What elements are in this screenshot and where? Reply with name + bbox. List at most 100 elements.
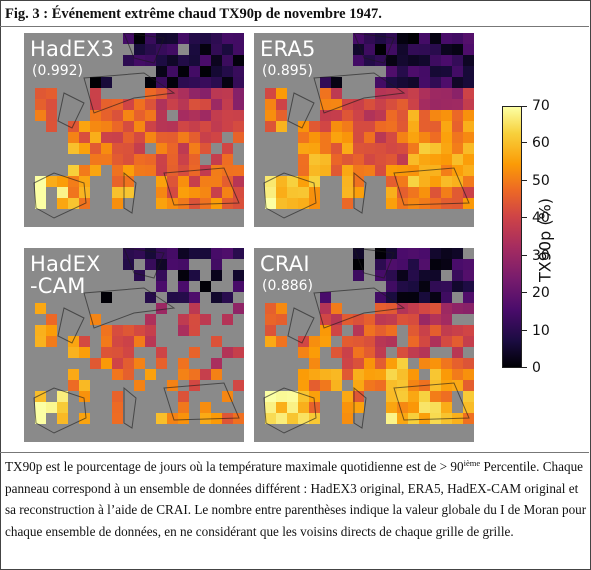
grid-cell <box>342 110 353 121</box>
grid-cell <box>57 402 68 413</box>
grid-cell <box>167 77 178 88</box>
grid-cell <box>287 402 298 413</box>
grid-cell <box>200 44 211 55</box>
grid-cell <box>211 121 222 132</box>
grid-cell <box>145 369 156 380</box>
grid-cell <box>156 347 167 358</box>
grid-cell <box>320 154 331 165</box>
grid-cell <box>189 198 200 209</box>
title-divider <box>0 26 589 27</box>
grid-cell <box>222 292 233 303</box>
grid-cell <box>233 176 244 187</box>
grid-cell <box>167 66 178 77</box>
grid-cell <box>441 44 452 55</box>
grid-cell <box>101 358 112 369</box>
grid-cell <box>123 369 134 380</box>
grid-cell <box>408 187 419 198</box>
grid-cell <box>353 325 364 336</box>
grid-cell <box>200 281 211 292</box>
colorbar-label: TX90p (%) <box>535 197 555 283</box>
grid-cell <box>452 121 463 132</box>
grid-cell <box>342 187 353 198</box>
grid-cell <box>430 325 441 336</box>
grid-cell <box>233 248 244 259</box>
grid-cell <box>364 44 375 55</box>
grid-cell <box>441 154 452 165</box>
grid-cell <box>452 347 463 358</box>
grid-cell <box>342 347 353 358</box>
grid-cell <box>189 33 200 44</box>
grid-cell <box>353 33 364 44</box>
grid-cell <box>364 110 375 121</box>
grid-cell <box>397 198 408 209</box>
grid-cell <box>211 132 222 143</box>
grid-cell <box>265 198 276 209</box>
grid-cell <box>408 198 419 209</box>
grid-cell <box>309 380 320 391</box>
grid-cell <box>320 77 331 88</box>
grid-cell <box>298 369 309 380</box>
grid-cell <box>178 143 189 154</box>
grid-cell <box>200 99 211 110</box>
grid-cell <box>386 336 397 347</box>
grid-cell <box>200 165 211 176</box>
grid-cell <box>90 154 101 165</box>
grid-cell <box>123 336 134 347</box>
grid-cell <box>79 121 90 132</box>
grid-cell <box>90 132 101 143</box>
grid-cell <box>134 358 145 369</box>
grid-cell <box>320 165 331 176</box>
grid-cell <box>57 391 68 402</box>
grid-cell <box>200 66 211 77</box>
grid-cell <box>90 165 101 176</box>
grid-cell <box>419 99 430 110</box>
grid-cell <box>68 176 79 187</box>
grid-cell <box>178 402 189 413</box>
grid-cell <box>342 336 353 347</box>
grid-cell <box>430 281 441 292</box>
panel-morans-i: (0.895) <box>262 63 314 79</box>
grid-cell <box>145 336 156 347</box>
grid-cell <box>68 347 79 358</box>
grid-cell <box>211 248 222 259</box>
grid-cell <box>211 292 222 303</box>
grid-cell <box>353 44 364 55</box>
grid-cell <box>430 121 441 132</box>
grid-cell <box>463 176 474 187</box>
grid-cell <box>463 380 474 391</box>
grid-cell <box>309 143 320 154</box>
grid-cell <box>441 325 452 336</box>
grid-cell <box>145 44 156 55</box>
colorbar-tick <box>522 142 527 143</box>
grid-cell <box>452 132 463 143</box>
grid-cell <box>397 121 408 132</box>
grid-cell <box>211 66 222 77</box>
grid-cell <box>101 99 112 110</box>
grid-cell <box>134 99 145 110</box>
grid-cell <box>452 66 463 77</box>
grid-cell <box>419 281 430 292</box>
grid-cell <box>441 143 452 154</box>
caption-text-1: TX90p est le pourcentage de jours où la … <box>5 459 464 474</box>
grid-cell <box>46 110 57 121</box>
grid-cell <box>430 259 441 270</box>
grid-cell <box>57 176 68 187</box>
grid-cell <box>123 165 134 176</box>
grid-cell <box>430 55 441 66</box>
grid-cell <box>211 270 222 281</box>
grid-cell <box>386 77 397 88</box>
grid-cell <box>342 369 353 380</box>
grid-cell <box>35 391 46 402</box>
grid-cell <box>430 402 441 413</box>
grid-cell <box>178 314 189 325</box>
grid-cell <box>35 88 46 99</box>
grid-cell <box>441 33 452 44</box>
grid-cell <box>156 110 167 121</box>
grid-cell <box>200 143 211 154</box>
grid-cell <box>463 187 474 198</box>
grid-cell <box>463 121 474 132</box>
grid-cell <box>265 303 276 314</box>
grid-cell <box>364 325 375 336</box>
grid-cell <box>353 270 364 281</box>
grid-cell <box>35 198 46 209</box>
